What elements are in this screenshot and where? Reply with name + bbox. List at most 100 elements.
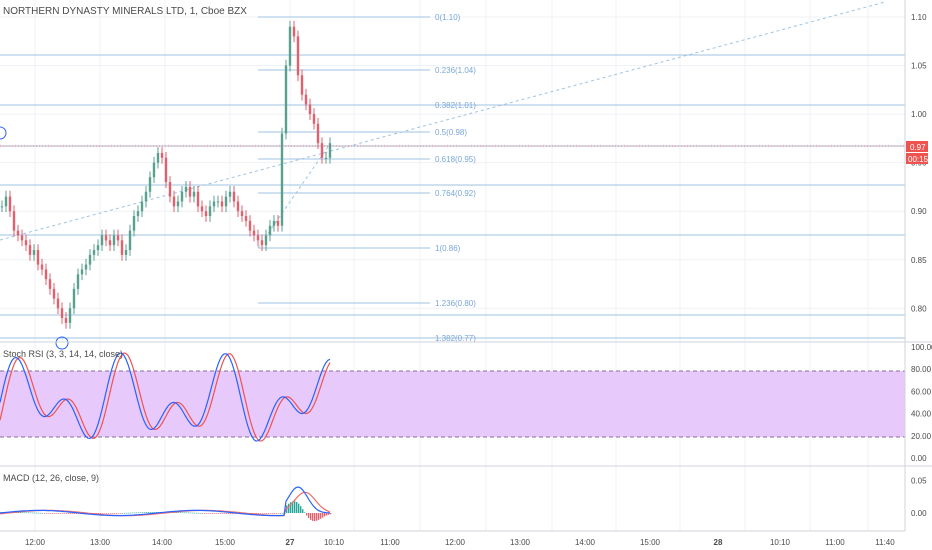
stoch-rsi-tick-label: 100.00 [911,343,932,352]
time-tick-label: 27 [286,538,295,547]
stoch-rsi-k-line [0,352,331,442]
price-tick-label: 1.05 [911,62,927,71]
candle-body [220,201,224,207]
candle-body [84,264,88,270]
macd-histogram-bar [138,512,140,514]
macd-histogram-bar [226,513,228,514]
time-tick-label: 10:10 [770,538,791,547]
macd-histogram-bar [52,513,54,514]
macd-histogram-bar [132,512,134,514]
candle-body [124,250,128,255]
macd-histogram-bar [174,512,176,513]
candle-body [252,230,256,236]
candle-body [120,240,124,255]
time-tick-label: 15:00 [640,538,661,547]
time-tick-label: 14:00 [152,538,173,547]
macd-histogram-bar [288,503,290,513]
stoch-rsi-label: Stoch RSI (3, 3, 14, 14, close) [3,349,123,359]
macd-histogram-bar [204,513,206,514]
time-tick-label: 15:00 [215,538,236,547]
macd-histogram-bar [58,513,60,514]
candle-body [148,177,152,192]
candle-body [272,220,276,226]
fib-level-label: 1(0.86) [435,244,461,253]
candle-body [60,308,64,319]
macd-histogram-bar [208,513,210,514]
fib-level-label: 1.236(0.80) [435,299,476,308]
candle-body [80,269,84,275]
macd-histogram-bar [282,512,284,514]
macd-histogram-bar [292,501,294,513]
macd-histogram-bar [218,513,220,514]
macd-histogram-bar [182,512,184,514]
candle-body [168,182,172,197]
macd-histogram-bar [196,512,198,514]
candle-body [256,235,260,241]
stoch-rsi-d-line [0,352,331,442]
fib-level-label: 0.382(1.01) [435,101,476,110]
macd-histogram-bar [40,512,42,514]
time-tick-label: 12:00 [25,538,46,547]
fib-level-label: 1.382(0.77) [435,334,476,343]
macd-histogram-bar [22,512,24,513]
candle-body [48,279,52,289]
candle-body [280,133,284,226]
macd-histogram-bar [148,512,150,513]
candle-body [288,26,292,66]
stoch-rsi-tick-label: 20.00 [911,432,932,441]
chart-title: NORTHERN DYNASTY MINERALS LTD, 1, Cboe B… [3,6,247,17]
macd-histogram-bar [124,512,126,514]
macd-pane: MACD (12, 26, close, 9) 0.05 0.00 [0,473,927,522]
macd-histogram-bar [62,513,64,514]
macd-histogram-bar [24,512,26,514]
macd-histogram-bar [108,513,110,514]
macd-histogram-bar [56,513,58,514]
drawing-anchor-handle[interactable] [55,336,69,350]
time-axis[interactable]: 12:00 13:00 14:00 15:00 27 10:10 11:00 12:00 13:… [25,538,895,547]
candle-body [308,104,312,115]
stoch-rsi-tick-label: 80.00 [911,365,932,374]
macd-histogram-bar [26,512,28,514]
macd-histogram-bar [18,512,20,513]
macd-histogram-bar [136,512,138,514]
macd-histogram-bar [38,512,40,514]
trend-line[interactable] [0,1,886,241]
time-tick-label: 11:40 [875,538,895,547]
price-tick-label: 0.90 [911,207,927,216]
stoch-rsi-axis[interactable]: 100.00 80.00 60.00 40.00 20.00 0.00 [911,343,932,463]
macd-histogram-bar [278,513,280,514]
macd-histogram-bar [60,513,62,514]
candle-body [76,274,80,289]
candle-body [224,196,228,207]
drawing-anchor-handle[interactable] [0,126,7,140]
macd-axis[interactable]: 0.05 0.00 [911,477,927,519]
candle-body [236,201,240,212]
macd-histogram-bar [134,512,136,514]
macd-histogram-bar [274,513,276,514]
macd-histogram-bar [30,512,32,514]
candle-body [228,191,232,197]
macd-histogram-bar [184,512,186,514]
macd-histogram-bar [128,512,130,514]
candle-body [88,254,92,265]
candle-body [116,235,120,241]
candle-body [188,186,192,197]
candle-body [248,220,252,231]
time-tick-label: 28 [714,538,723,547]
candle-body [4,196,8,207]
time-tick-label: 12:00 [445,538,466,547]
candle-body [24,240,28,246]
countdown-badge: 00:15 [908,155,929,164]
macd-histogram-bar [322,513,324,518]
candle-body [108,240,112,246]
fib-level-label: 0(1.10) [435,13,461,22]
fib-level-label: 0.236(1.04) [435,66,476,75]
macd-histogram-bar [114,513,116,514]
macd-histogram-bar [130,512,132,514]
macd-histogram-bar [68,513,70,514]
candle-body [284,65,288,134]
macd-histogram-bar [116,513,118,514]
macd-histogram-bar [330,513,332,515]
candle-body [296,36,300,76]
